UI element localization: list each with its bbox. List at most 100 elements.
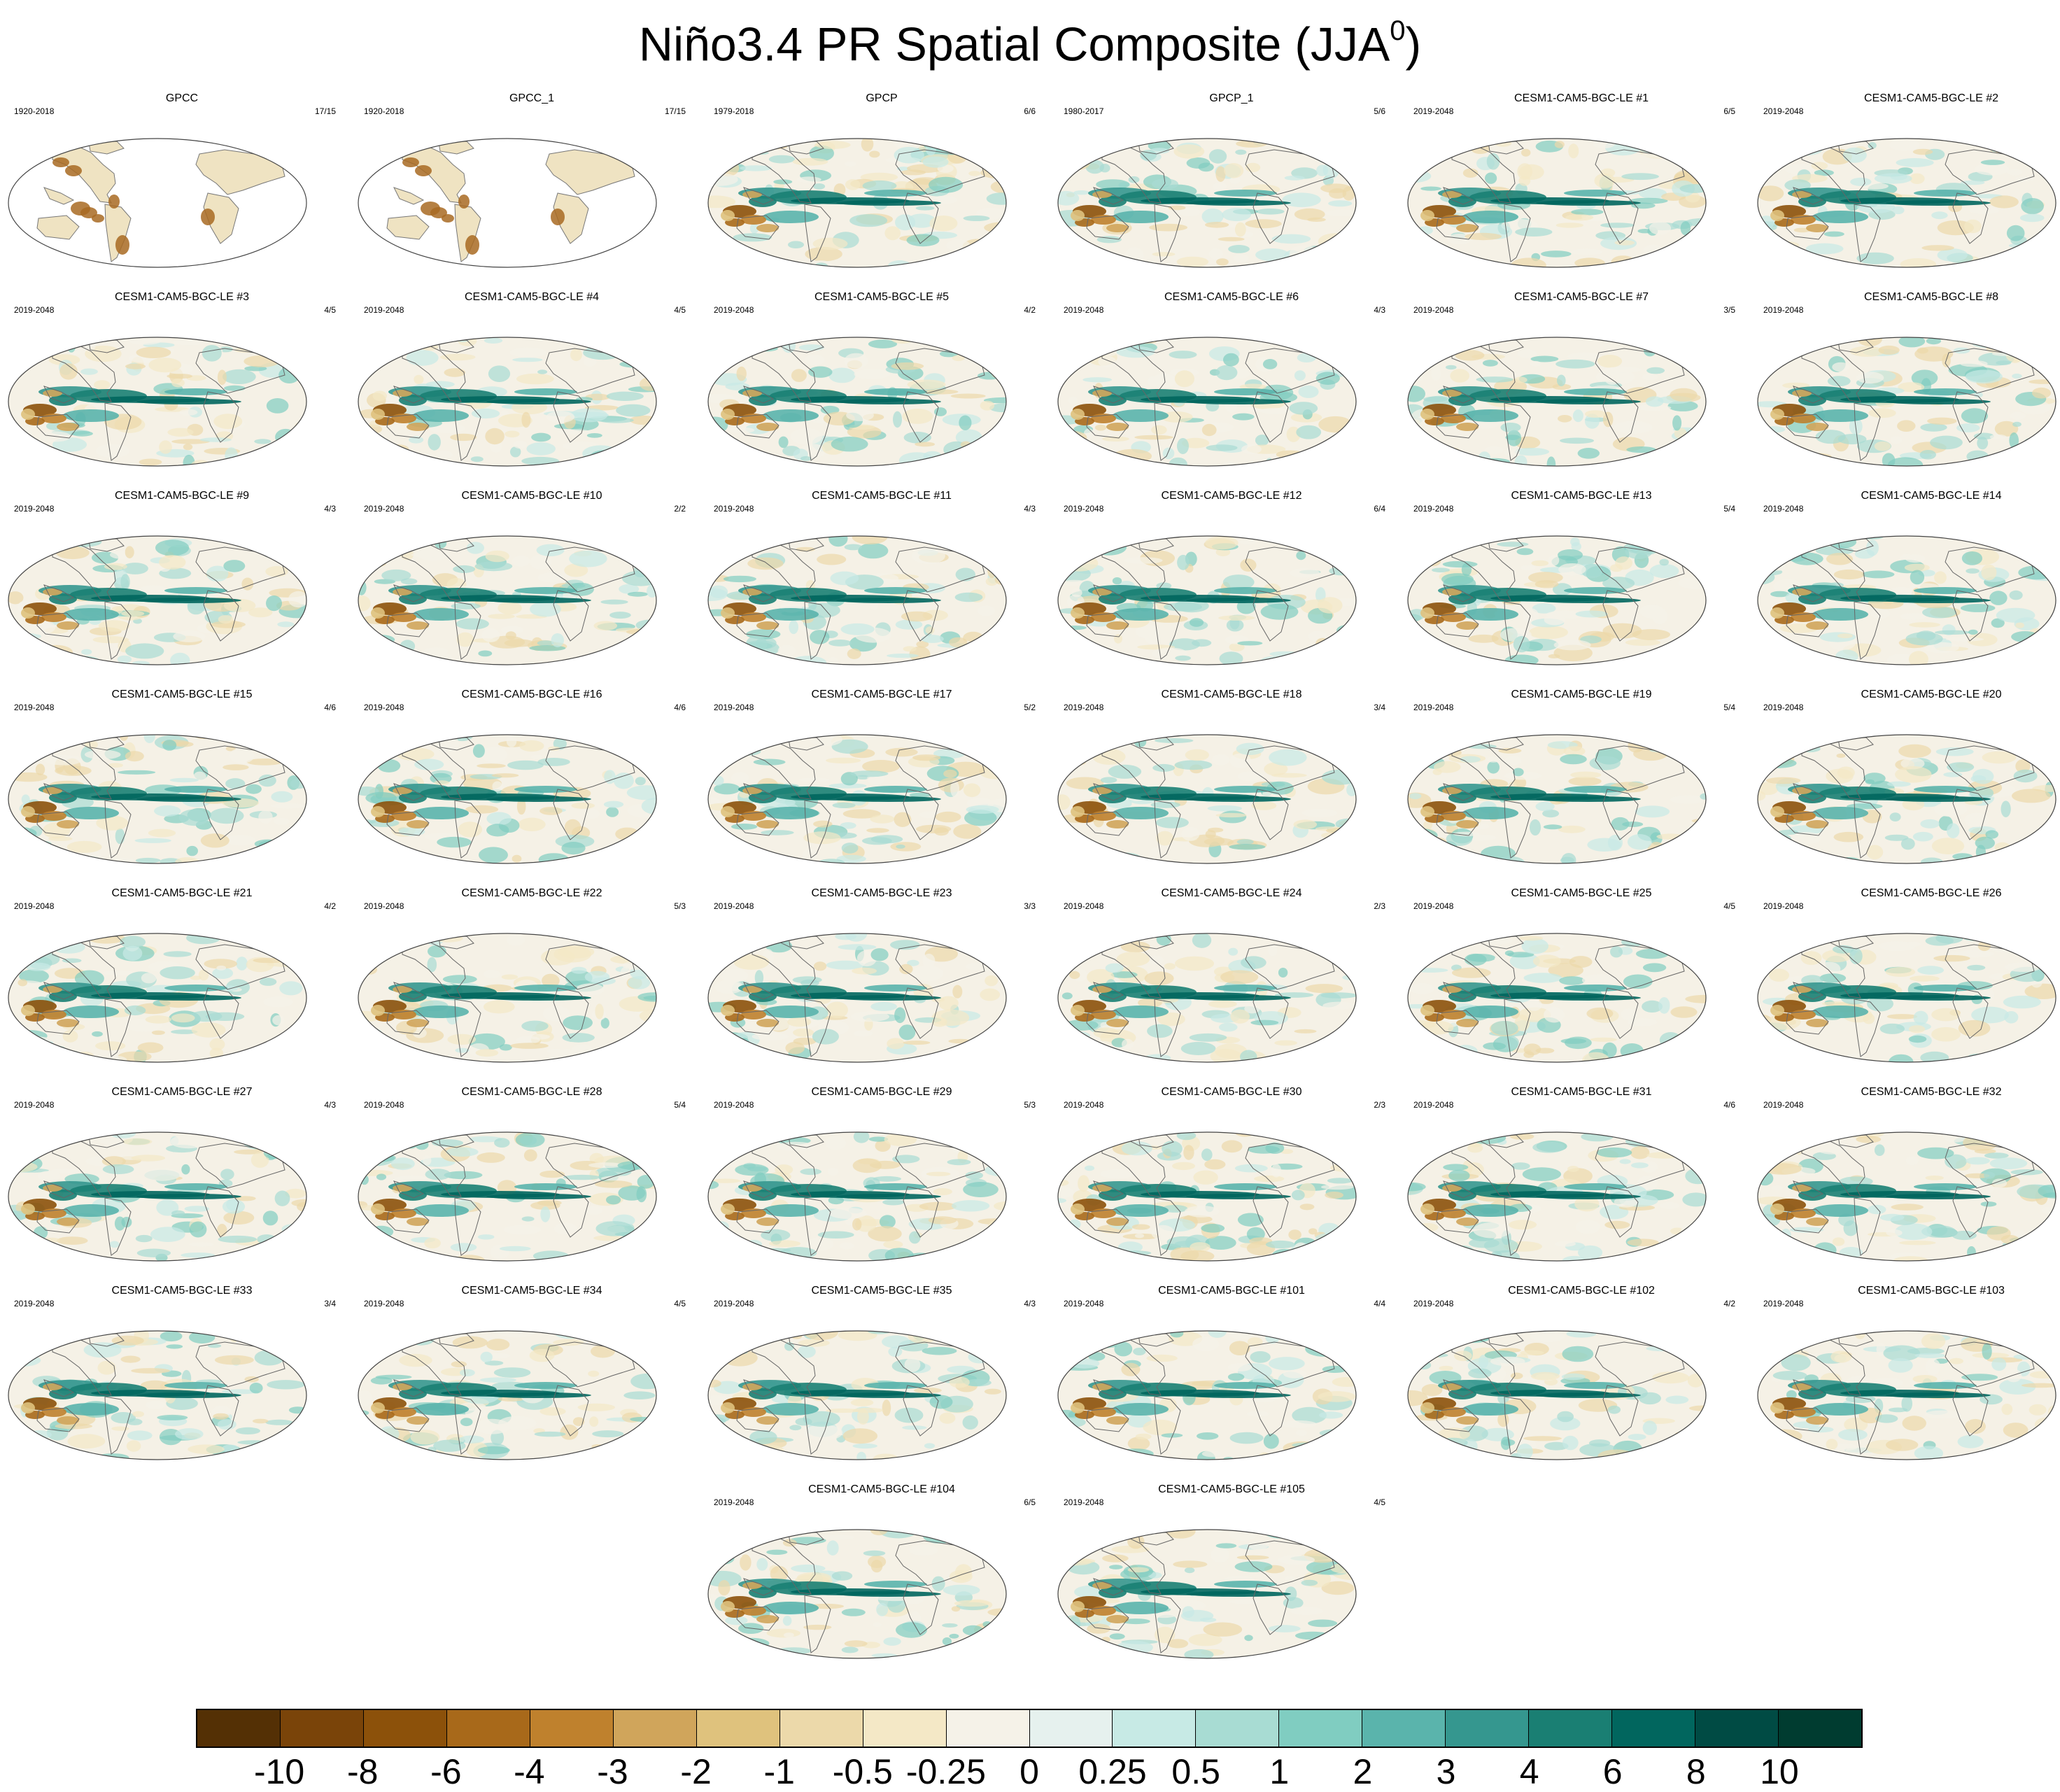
precip-anomaly-blob [232, 1453, 245, 1460]
precip-anomaly-blob [1502, 1439, 1516, 1446]
precip-anomaly-blob [628, 745, 656, 755]
precip-anomaly-blob [479, 1377, 516, 1383]
precip-anomaly-blob [364, 1237, 388, 1243]
precip-anomaly-blob [1516, 548, 1534, 556]
precip-anomaly-dry [1770, 1402, 1784, 1413]
precip-anomaly-blob [478, 650, 493, 657]
precip-anomaly-blob [358, 1350, 388, 1360]
map-panel: CESM1-CAM5-BGC-LE #34 2019-2048 4/5 [357, 1285, 707, 1481]
coastline [402, 1336, 466, 1396]
precip-anomaly-blob [1235, 1132, 1255, 1137]
precip-anomaly-blob [1530, 1331, 1565, 1343]
coastline [1451, 342, 1516, 402]
precip-anomaly-blob [1763, 758, 1797, 768]
precip-anomaly-blob [1863, 1013, 1875, 1024]
precip-anomaly-blob [1680, 221, 1691, 236]
precip-anomaly-blob [868, 1226, 902, 1242]
precip-anomaly-blob [1335, 157, 1356, 174]
precip-anomaly-blob [135, 857, 161, 863]
precip-anomaly-blob [1898, 382, 1925, 393]
precip-anomaly-blob [709, 1040, 738, 1047]
precip-anomaly-blob [999, 556, 1006, 563]
precip-anomaly-blob [608, 739, 628, 744]
precip-anomaly-blob [1069, 942, 1089, 956]
precip-anomaly-blob [761, 830, 794, 835]
precip-anomaly-blob [262, 548, 285, 558]
panel-title: GPCC_1 [509, 92, 555, 104]
precip-anomaly-blob [216, 965, 227, 971]
land-shading [43, 187, 75, 205]
precip-anomaly-blob [621, 337, 641, 348]
precip-anomaly-blob [1134, 737, 1147, 747]
precip-anomaly-blob [1517, 163, 1533, 180]
coastline [1801, 342, 1865, 402]
precip-anomaly-blob [1777, 650, 1816, 665]
precip-anomaly-blob [241, 1331, 276, 1344]
precip-anomaly-blob [519, 740, 544, 752]
panel-years: 2019-2048 [1763, 1100, 1804, 1110]
precip-anomaly-blob [1878, 345, 1900, 355]
precip-anomaly-blob [803, 1425, 843, 1441]
precip-anomaly-blob [1430, 452, 1469, 464]
precip-anomaly-blob [1082, 377, 1113, 383]
precip-anomaly-blob [1920, 819, 1940, 828]
precip-anomaly-dry [1442, 191, 1462, 198]
coastline [736, 811, 779, 836]
precip-anomaly-blob [1943, 772, 1963, 777]
coastline [804, 402, 831, 461]
precip-anomaly-blob [717, 460, 738, 466]
precip-anomaly-blob [1061, 933, 1074, 950]
precip-anomaly-band [836, 995, 941, 1001]
precip-anomaly-blob [434, 780, 450, 785]
precip-anomaly-blob [1927, 417, 1957, 425]
precip-anomaly-blob [278, 367, 300, 383]
precip-anomaly-blob [709, 1347, 740, 1355]
precip-anomaly-blob [1247, 1337, 1263, 1347]
precip-anomaly-blob [603, 800, 624, 808]
precip-anomaly-blob [1128, 176, 1140, 183]
panel-years: 1979-2018 [714, 106, 754, 116]
coastline [1245, 546, 1335, 593]
precip-anomaly-blob [1156, 933, 1171, 946]
precip-anomaly-blob [800, 979, 819, 987]
map-svg [1757, 734, 2057, 864]
precip-anomaly-band [749, 593, 777, 605]
precip-anomaly-dry [1092, 390, 1112, 397]
precip-anomaly-blob [414, 374, 424, 384]
precip-anomaly-blob [794, 933, 807, 937]
precip-anomaly-blob [866, 828, 889, 833]
precip-anomaly-dry [1091, 1010, 1116, 1020]
precip-anomaly-blob [1969, 337, 2003, 348]
precip-anomaly-dry [1091, 414, 1116, 423]
panel-years: 2019-2048 [1064, 1100, 1104, 1110]
precip-anomaly-blob [924, 735, 945, 747]
precip-anomaly-blob [798, 344, 824, 351]
precip-anomaly-blob [1642, 1420, 1657, 1435]
map-panel: CESM1-CAM5-BGC-LE #35 2019-2048 4/3 [707, 1285, 1057, 1481]
precip-anomaly-blob [868, 1136, 889, 1142]
coastline [743, 386, 775, 404]
coastline [743, 982, 775, 1000]
coastline [1253, 192, 1289, 244]
precip-anomaly-band [63, 1006, 119, 1018]
precip-anomaly-blob [279, 981, 303, 996]
precip-anomaly-blob [471, 408, 500, 419]
precip-anomaly-blob [537, 369, 548, 374]
precip-anomaly-blob [189, 1221, 207, 1238]
precip-anomaly-blob [530, 601, 561, 617]
precip-anomaly-blob [174, 1428, 204, 1440]
coastline [736, 414, 779, 439]
map-border [358, 1131, 657, 1262]
precip-anomaly-band [763, 1006, 819, 1018]
precip-anomaly-band [1886, 598, 1991, 603]
precip-anomaly-blob [1229, 176, 1241, 184]
precip-anomaly-blob [125, 363, 146, 369]
precip-anomaly-blob [2019, 213, 2045, 223]
panel-title: CESM1-CAM5-BGC-LE #32 [1861, 1086, 2002, 1098]
precip-anomaly-blob [975, 736, 1006, 747]
precip-anomaly-blob [512, 854, 522, 863]
precip-anomaly-blob [966, 805, 999, 814]
coastline [36, 612, 80, 637]
precip-anomaly-blob [1135, 1433, 1152, 1440]
precip-anomaly-blob [1448, 1169, 1470, 1182]
